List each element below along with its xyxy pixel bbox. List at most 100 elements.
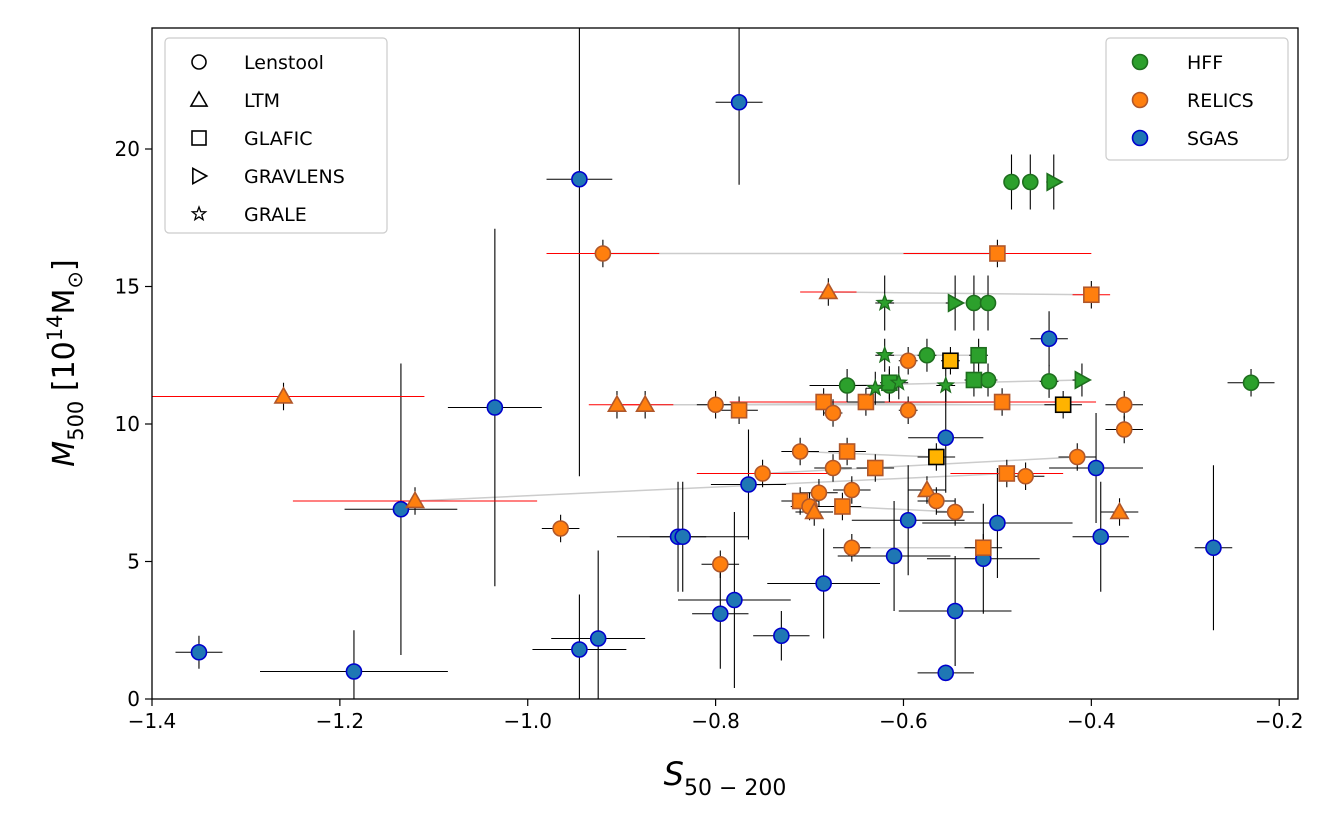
relics-circle-point (928, 492, 945, 510)
relics-circle-point (1115, 421, 1133, 438)
relics-square-point (989, 245, 1006, 262)
sgas-circle-point (773, 627, 790, 645)
sgas-circle-point (989, 514, 1006, 532)
y-tick-label: 15 (115, 275, 140, 299)
relics-triangle-point (916, 479, 937, 498)
sgas-circle-point (1092, 528, 1110, 546)
hff-star-point (865, 378, 885, 397)
relics-circle-point (791, 443, 809, 460)
relics-square-point (1054, 396, 1072, 414)
sgas-circle-point (392, 500, 410, 518)
relics-circle-point (843, 481, 861, 499)
relics-triangle-point (804, 501, 825, 520)
sgas-circle-point (726, 591, 743, 609)
hff-circle-point (979, 294, 997, 312)
relics-square-point (815, 393, 832, 411)
legend-sgas-icon (1131, 129, 1149, 147)
sgas-circle-point (674, 528, 692, 546)
relics-square-point (942, 352, 959, 370)
hff-tri-right-point (1046, 172, 1064, 192)
hff-tri-right-point (947, 293, 966, 313)
legend-method-label: Lenstool (244, 52, 324, 74)
relics-circle-point (707, 396, 724, 414)
connector-line (800, 450, 937, 458)
relics-circle-point (824, 404, 842, 422)
relics-circle-point (1017, 467, 1034, 485)
y-axis-ticks: 0 5 10 15 20 (115, 137, 152, 711)
hff-circle-point (1040, 373, 1058, 390)
legend-methods: Lenstool LTM GLAFIC GRAVLENS GRALE (164, 37, 388, 234)
relics-square-point (834, 498, 851, 515)
sgas-circle-point (712, 605, 729, 623)
x-tick-label: −1.0 (503, 709, 552, 733)
relics-square-point (730, 401, 748, 419)
sgas-circle-point (486, 399, 504, 416)
sgas-circle-point (937, 429, 955, 447)
relics-circle-point (1068, 448, 1086, 466)
sgas-circle-point (1205, 539, 1222, 557)
relics-circle-point (899, 401, 917, 419)
hff-square-point (965, 371, 983, 389)
relics-square-point (1083, 286, 1100, 304)
relics-circle-point (810, 484, 828, 502)
hff-circle-point (965, 294, 983, 312)
relics-circle-point (946, 503, 964, 521)
legend-survey-label: SGAS (1187, 128, 1239, 150)
relics-circle-point (754, 465, 771, 482)
x-tick-label: −0.2 (1255, 709, 1304, 733)
hff-circle-point (1003, 173, 1020, 191)
sgas-circle-point (571, 641, 588, 658)
hff-circle-point (838, 377, 856, 394)
legend-square-icon (191, 130, 207, 146)
relics-square-point (857, 393, 875, 411)
x-tick-label: −1.4 (128, 709, 177, 733)
sgas-circle-point (815, 575, 832, 592)
data-points (190, 93, 1260, 682)
hff-star-point (889, 372, 909, 391)
sgas-circle-point (946, 602, 964, 620)
y-axis-label: M500 [1014M⊙] (43, 259, 88, 466)
relics-circle-point (594, 245, 612, 262)
legend-surveys: HFF RELICS SGAS (1105, 37, 1289, 161)
sgas-circle-point (571, 170, 588, 188)
connector-line (828, 291, 1092, 296)
sgas-circle-point (190, 643, 208, 661)
hff-star-point (875, 293, 895, 311)
x-tick-label: −1.2 (316, 709, 365, 733)
hff-circle-point (1242, 374, 1260, 392)
y-tick-label: 10 (115, 412, 140, 436)
relics-square-point (975, 539, 992, 557)
plot-frame (151, 27, 1299, 700)
legend-surveys-box (1105, 37, 1289, 161)
y-tick-label: 0 (127, 687, 140, 711)
sgas-circle-point (740, 476, 757, 493)
y-tick-label: 20 (115, 137, 140, 161)
x-axis-ticks: −1.4 −1.2 −1.0 −0.8 −0.6 −0.4 −0.2 (128, 699, 1304, 733)
legend-hff-icon (1131, 53, 1149, 71)
sgas-circle-point (1040, 330, 1058, 348)
x-tick-label: −0.6 (879, 709, 928, 733)
legend-method-label: LTM (244, 90, 280, 112)
x-axis-label: S50 − 200 (664, 755, 787, 801)
legend-survey-label: HFF (1187, 52, 1223, 74)
x-tick-label: −0.4 (1067, 709, 1116, 733)
connector-line (762, 456, 1078, 475)
relics-square-point (866, 459, 884, 477)
hff-circle-point (918, 346, 936, 364)
relics-triangle-point (635, 394, 656, 413)
relics-triangle-point (818, 281, 839, 300)
relics-circle-point (712, 555, 729, 573)
legend-method-label: GLAFIC (244, 128, 313, 150)
legend-circle-icon (191, 54, 207, 70)
hff-circle-point (1021, 173, 1039, 191)
legend-relics-icon (1131, 91, 1149, 109)
hff-square-point (970, 346, 987, 364)
sgas-circle-point (1087, 459, 1105, 477)
relics-circle-point (899, 352, 917, 370)
legend-triangle-icon (189, 90, 209, 107)
y-tick-label: 5 (127, 550, 140, 574)
relics-square-point (998, 465, 1016, 482)
legend-tri-right-icon (192, 166, 209, 186)
relics-circle-point (843, 539, 861, 557)
